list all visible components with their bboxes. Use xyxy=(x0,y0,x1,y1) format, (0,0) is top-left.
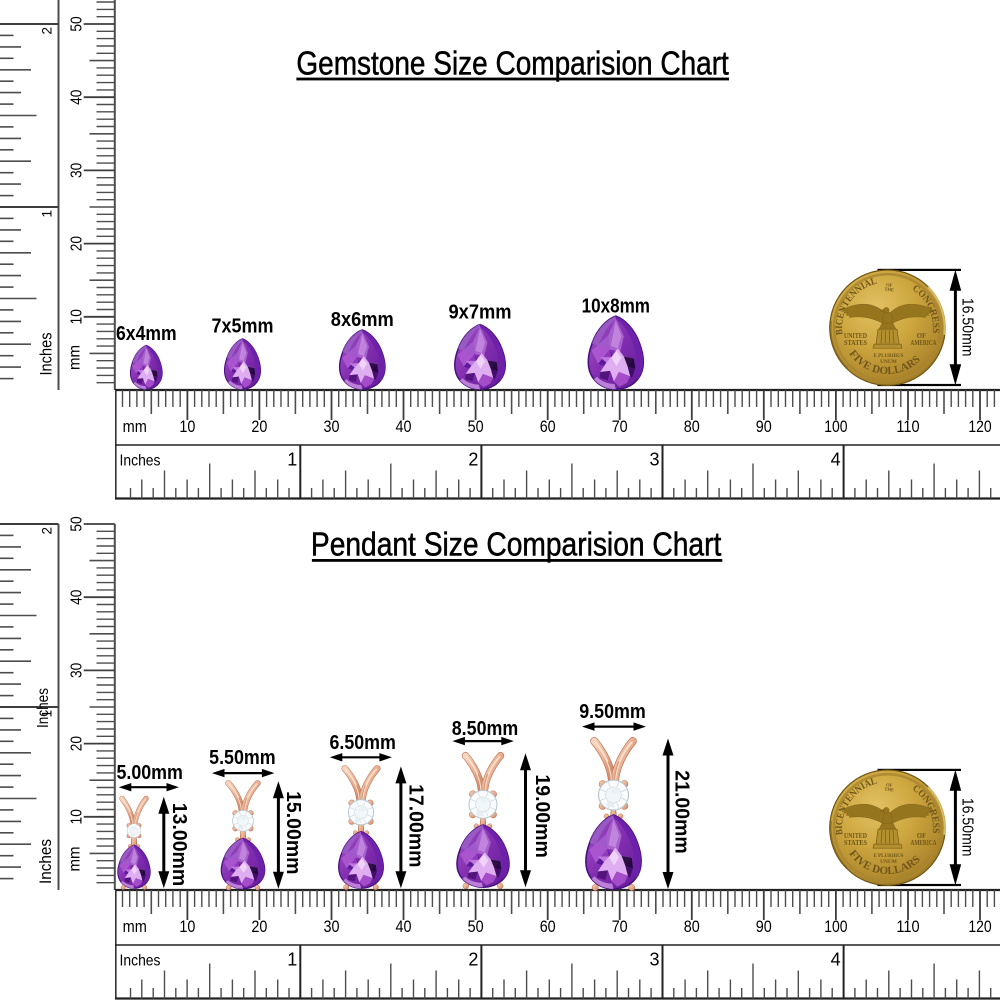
svg-text:1: 1 xyxy=(39,210,54,218)
svg-text:Inches: Inches xyxy=(37,333,56,376)
svg-text:10: 10 xyxy=(179,917,195,936)
svg-text:21.00mm: 21.00mm xyxy=(671,770,693,853)
svg-text:3: 3 xyxy=(649,450,659,470)
svg-text:7x5mm: 7x5mm xyxy=(212,316,274,338)
svg-text:80: 80 xyxy=(684,917,700,936)
svg-text:mm: mm xyxy=(67,345,84,370)
svg-text:10: 10 xyxy=(69,309,86,325)
svg-text:40: 40 xyxy=(396,917,412,936)
svg-text:30: 30 xyxy=(324,917,340,936)
svg-text:120: 120 xyxy=(968,917,991,936)
svg-text:10: 10 xyxy=(179,417,195,436)
svg-text:Inches: Inches xyxy=(36,839,55,884)
svg-text:9.50mm: 9.50mm xyxy=(579,701,646,723)
svg-text:70: 70 xyxy=(612,417,628,436)
svg-text:5.50mm: 5.50mm xyxy=(209,747,276,769)
svg-text:40: 40 xyxy=(69,589,86,605)
svg-text:Inches: Inches xyxy=(35,688,52,728)
svg-text:30: 30 xyxy=(324,417,340,436)
svg-text:2: 2 xyxy=(39,27,54,35)
svg-text:40: 40 xyxy=(396,417,412,436)
svg-text:2: 2 xyxy=(468,950,478,970)
svg-text:Inches: Inches xyxy=(120,953,161,970)
svg-text:100: 100 xyxy=(824,417,847,436)
svg-text:1: 1 xyxy=(39,710,54,718)
svg-text:90: 90 xyxy=(756,917,772,936)
svg-text:mm: mm xyxy=(123,417,147,436)
svg-text:80: 80 xyxy=(684,417,700,436)
svg-text:8.50mm: 8.50mm xyxy=(452,718,519,740)
svg-text:15.00mm: 15.00mm xyxy=(282,791,304,874)
svg-text:1: 1 xyxy=(287,950,297,970)
svg-text:16.50mm: 16.50mm xyxy=(959,298,976,357)
svg-text:17.00mm: 17.00mm xyxy=(405,784,427,867)
svg-text:60: 60 xyxy=(540,417,556,436)
svg-text:20: 20 xyxy=(251,917,267,936)
svg-text:50: 50 xyxy=(69,16,86,32)
svg-text:Pendant Size Comparision Chart: Pendant Size Comparision Chart xyxy=(311,526,721,563)
svg-text:10x8mm: 10x8mm xyxy=(582,296,650,318)
svg-text:6.50mm: 6.50mm xyxy=(329,732,396,754)
svg-text:Inches: Inches xyxy=(120,453,161,470)
svg-text:40: 40 xyxy=(69,89,86,105)
svg-text:90: 90 xyxy=(756,417,772,436)
svg-text:1: 1 xyxy=(287,450,297,470)
svg-text:4: 4 xyxy=(831,450,841,470)
svg-text:20: 20 xyxy=(69,736,86,752)
svg-text:8x6mm: 8x6mm xyxy=(331,309,394,331)
svg-text:13.00mm: 13.00mm xyxy=(168,803,190,886)
svg-text:20: 20 xyxy=(251,417,267,436)
svg-text:19.00mm: 19.00mm xyxy=(531,774,553,857)
svg-text:4: 4 xyxy=(831,950,841,970)
svg-text:30: 30 xyxy=(69,162,86,178)
svg-text:9x7mm: 9x7mm xyxy=(449,302,512,324)
svg-text:120: 120 xyxy=(968,417,991,436)
svg-text:3: 3 xyxy=(649,950,659,970)
svg-text:110: 110 xyxy=(896,417,919,436)
svg-text:70: 70 xyxy=(612,917,628,936)
svg-text:50: 50 xyxy=(468,917,484,936)
svg-text:2: 2 xyxy=(468,450,478,470)
svg-text:6x4mm: 6x4mm xyxy=(116,323,177,345)
svg-text:50: 50 xyxy=(468,417,484,436)
svg-text:20: 20 xyxy=(69,236,86,252)
svg-text:10: 10 xyxy=(69,809,86,825)
svg-text:mm: mm xyxy=(123,917,147,936)
svg-text:60: 60 xyxy=(540,917,556,936)
svg-text:Gemstone Size Comparision Char: Gemstone Size Comparision Chart xyxy=(296,45,728,82)
svg-text:50: 50 xyxy=(69,516,86,532)
svg-text:5.00mm: 5.00mm xyxy=(116,762,183,784)
svg-text:100: 100 xyxy=(824,917,847,936)
svg-text:2: 2 xyxy=(39,527,54,535)
svg-text:16.50mm: 16.50mm xyxy=(959,798,976,857)
svg-text:30: 30 xyxy=(69,662,86,678)
svg-text:110: 110 xyxy=(896,917,919,936)
svg-text:mm: mm xyxy=(67,847,84,872)
